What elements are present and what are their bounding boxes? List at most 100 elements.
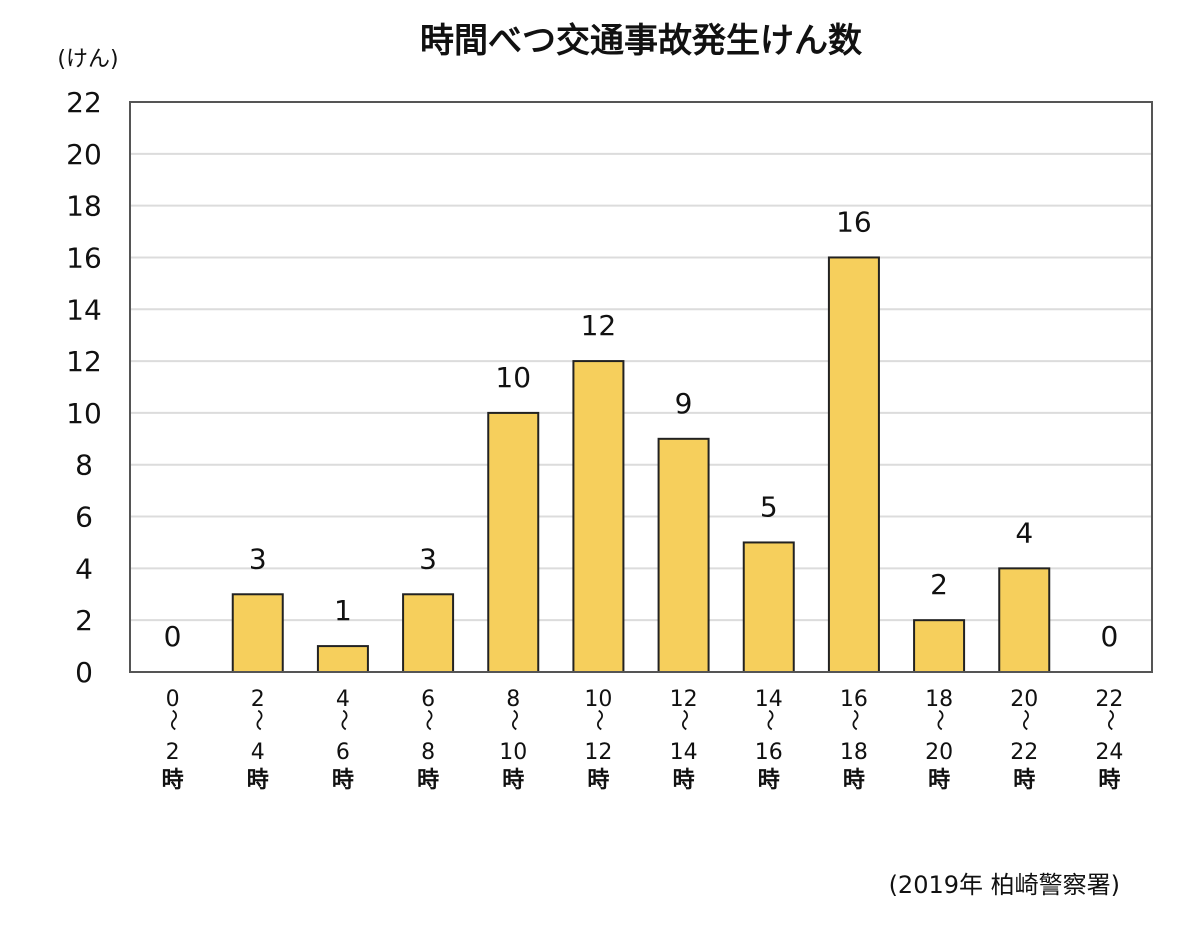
x-tick-unit: 時 [587,768,609,793]
x-tick-unit: 時 [332,768,354,793]
x-tick-end: 24 [1095,740,1123,765]
y-tick-label: 2 [75,604,93,637]
x-tick-unit: 時 [417,768,439,793]
x-tick-end: 22 [1010,740,1038,765]
bar [572,360,625,673]
x-tick-label: 18～ 20 時 [925,687,953,793]
x-tick-start: 14 [755,687,783,712]
bar [827,256,880,673]
x-tick-unit: 時 [1098,768,1120,793]
y-axis-ticks: 0 2 4 6 8 10 12 14 16 18 20 22 [66,86,102,689]
x-tick-end: 12 [584,740,612,765]
x-tick-label: 10～ 12 時 [584,687,612,793]
x-tick-start: 20 [1010,687,1038,712]
x-tick-end: 20 [925,740,953,765]
x-tick-label: 6～ 8 時 [415,687,440,793]
x-tick-unit: 時 [162,768,184,793]
x-tick-label: 4～ 6 時 [330,687,355,793]
x-tick-label: 16～ 18 時 [840,687,868,793]
x-tick-start: 6 [421,687,435,712]
gridlines [130,152,1152,622]
y-tick-label: 20 [66,138,102,171]
x-tick-end: 4 [251,740,265,765]
data-label: 4 [1015,516,1033,549]
x-tick-label: 14～ 16 時 [755,687,783,793]
y-tick-label: 8 [75,449,93,482]
x-tick-end: 18 [840,740,868,765]
data-label: 10 [495,361,531,394]
x-tick-unit: 時 [758,768,780,793]
data-label: 0 [164,620,182,653]
x-tick-start: 16 [840,687,868,712]
bar [231,593,284,673]
x-tick-label: 22～ 24 時 [1095,687,1123,793]
bar [487,411,540,673]
x-tick-separator: ～ [671,709,696,731]
bar [998,567,1051,674]
x-tick-unit: 時 [843,768,865,793]
y-tick-label: 18 [66,190,102,223]
x-tick-start: 8 [506,687,520,712]
x-tick-start: 2 [251,687,265,712]
bar [742,541,795,673]
x-tick-end: 6 [336,740,350,765]
x-tick-unit: 時 [1013,768,1035,793]
y-tick-label: 0 [75,656,93,689]
x-tick-separator: ～ [500,709,525,731]
y-tick-label: 4 [75,552,93,585]
x-tick-start: 18 [925,687,953,712]
data-label: 5 [760,490,778,523]
data-label: 9 [675,387,693,420]
data-label: 3 [249,542,267,575]
y-tick-label: 12 [66,345,102,378]
y-tick-label: 16 [66,241,102,274]
x-tick-separator: ～ [1011,709,1036,731]
bar [402,593,455,673]
x-tick-separator: ～ [756,709,781,731]
x-tick-separator: ～ [245,709,270,731]
x-tick-start: 12 [670,687,698,712]
plot-frame [129,101,1153,673]
x-tick-label: 2～ 4 時 [245,687,270,793]
x-tick-start: 4 [336,687,350,712]
x-tick-label: 8～ 10 時 [499,687,527,793]
source-note: (2019年 柏崎警察署) [889,871,1120,899]
x-tick-end: 14 [670,740,698,765]
x-tick-end: 16 [755,740,783,765]
x-tick-unit: 時 [673,768,695,793]
x-tick-label: 12～ 14 時 [670,687,698,793]
data-labels: 0 3 1 3 10 12 9 5 16 2 4 0 [164,205,1119,653]
x-tick-unit: 時 [247,768,269,793]
x-tick-separator: ～ [1096,709,1121,731]
x-tick-start: 22 [1095,687,1123,712]
x-tick-start: 10 [584,687,612,712]
x-tick-separator: ～ [415,709,440,731]
data-label: 0 [1101,620,1119,653]
bar [316,645,369,673]
data-label: 16 [836,205,872,238]
data-label: 12 [581,309,617,342]
x-tick-end: 10 [499,740,527,765]
y-axis-unit-label: (けん) [57,47,118,72]
bar [657,437,710,673]
data-label: 3 [419,542,437,575]
chart-title: 時間べつ交通事故発生けん数 [420,21,862,61]
x-tick-separator: ～ [585,709,610,731]
y-tick-label: 10 [66,397,102,430]
x-tick-label: 0～ 2 時 [160,687,185,793]
x-axis-ticks: 0～2時2～4時4～6時6～8時8～10時10～12時12～14時14～16時1… [160,687,1124,793]
data-label: 2 [930,568,948,601]
data-label: 1 [334,594,352,627]
y-tick-label: 14 [66,293,102,326]
x-tick-label: 20～ 22 時 [1010,687,1038,793]
x-tick-separator: ～ [926,709,951,731]
x-tick-separator: ～ [841,709,866,731]
x-tick-end: 8 [421,740,435,765]
x-tick-unit: 時 [928,768,950,793]
x-tick-end: 2 [166,740,180,765]
bar [913,619,966,674]
x-tick-unit: 時 [502,768,524,793]
x-tick-separator: ～ [160,709,185,731]
y-tick-label: 6 [75,501,93,534]
